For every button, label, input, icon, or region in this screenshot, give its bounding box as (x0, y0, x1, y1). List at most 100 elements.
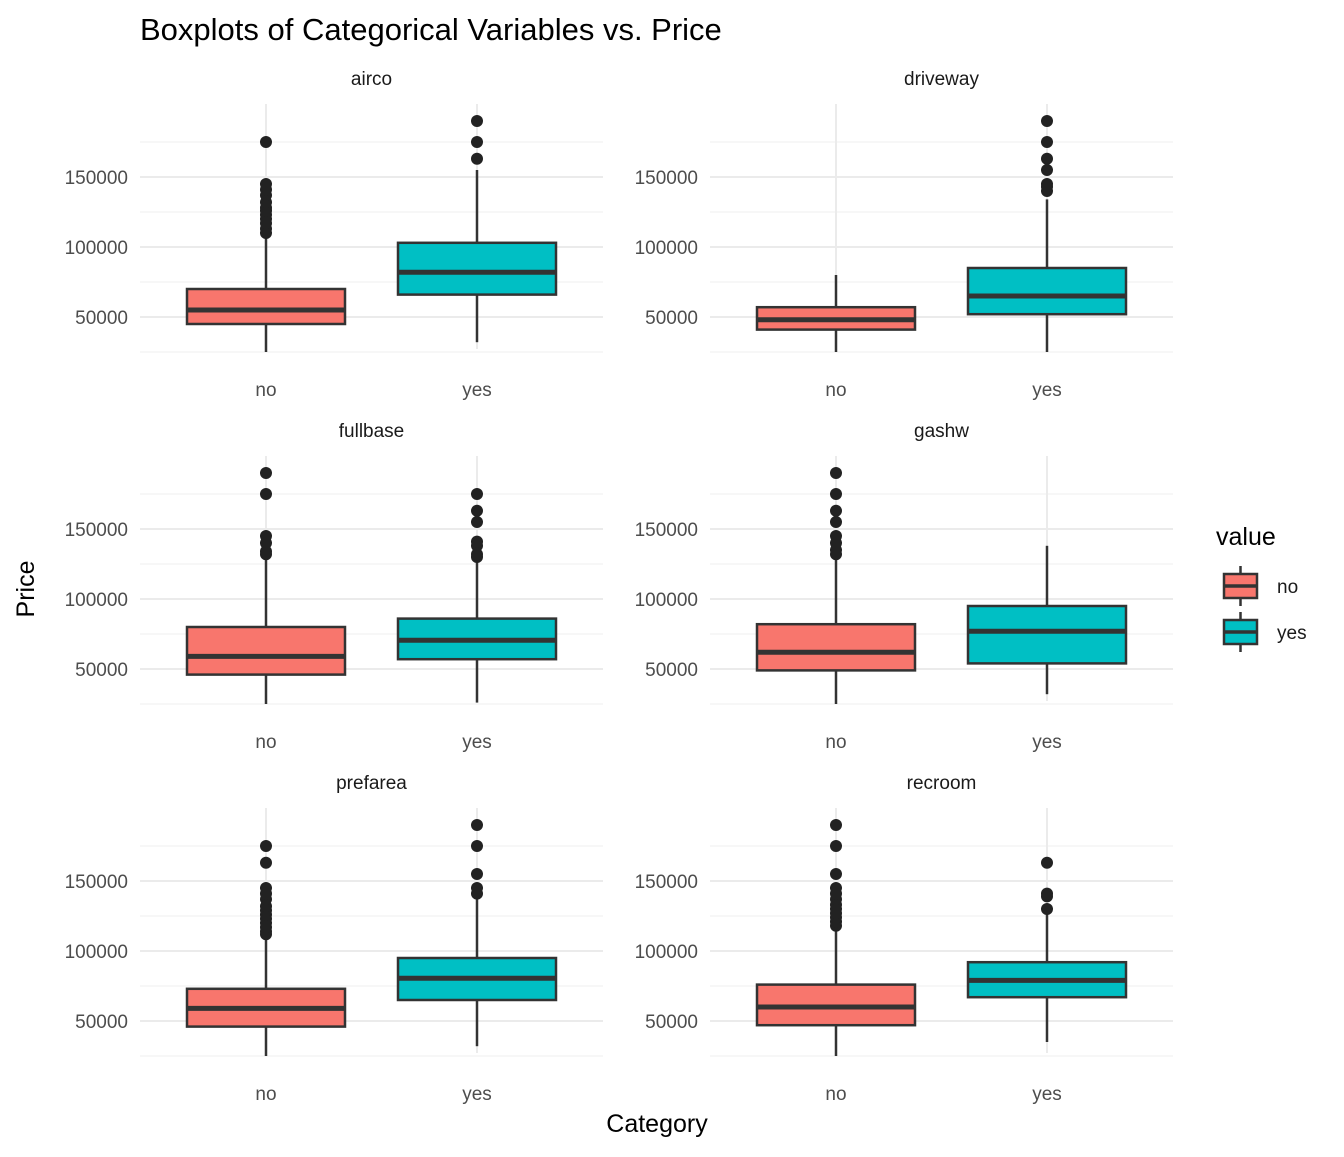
outlier-point (830, 516, 842, 528)
x-tick-label: yes (462, 380, 492, 401)
box-prefarea-no (185, 840, 347, 1056)
outlier-point (471, 840, 483, 852)
iqr-box (185, 287, 347, 326)
outlier-point (1041, 903, 1053, 915)
x-tick-label: yes (462, 1084, 492, 1105)
outlier-point (471, 115, 483, 127)
outlier-point (830, 819, 842, 831)
x-tick-label: no (825, 1084, 846, 1105)
y-tick-label: 100000 (635, 590, 698, 611)
strip-label-recroom: recroom (907, 773, 977, 794)
outlier-point (471, 136, 483, 148)
outlier-point (830, 882, 842, 894)
x-tick-label: no (825, 380, 846, 401)
outlier-point (830, 504, 842, 517)
outlier-point (471, 504, 483, 517)
outlier-point (260, 467, 272, 479)
box-recroom-yes (966, 856, 1128, 1042)
iqr-box (185, 625, 347, 676)
y-tick-label: 150000 (65, 168, 128, 189)
strip-label-airco: airco (351, 69, 392, 90)
y-axis-title: Price (12, 561, 40, 618)
legend-label: no (1277, 577, 1298, 598)
panel-fullbase: fullbase 50000 100000 150000 no yes (65, 421, 603, 753)
x-axis-title: Category (606, 1110, 708, 1138)
box-driveway-no (755, 275, 917, 352)
y-tick-label: 100000 (65, 238, 128, 259)
strip-label-prefarea: prefarea (336, 773, 407, 794)
y-tick-label: 50000 (645, 308, 698, 329)
outlier-point (471, 882, 483, 894)
iqr-box (396, 241, 558, 296)
outlier-point (1041, 856, 1053, 869)
outlier-point (471, 819, 483, 831)
y-tick-label: 50000 (645, 1012, 698, 1033)
outlier-point (260, 530, 272, 542)
x-tick-label: yes (1032, 732, 1062, 753)
outlier-point (830, 467, 842, 479)
legend-item-yes: yes (1222, 612, 1307, 652)
box-recroom-no (755, 819, 917, 1056)
outlier-point (1041, 887, 1053, 900)
y-tick-label: 100000 (635, 942, 698, 963)
outlier-point (830, 488, 842, 500)
y-tick-label: 150000 (65, 872, 128, 893)
legend: value no yes (1216, 523, 1307, 652)
y-tick-label: 150000 (635, 520, 698, 541)
panel-prefarea: prefarea 50000 100000 150000 no yes (65, 773, 603, 1105)
box-prefarea-yes (396, 819, 558, 1047)
outlier-point (830, 530, 842, 542)
chart-title: Boxplots of Categorical Variables vs. Pr… (140, 12, 722, 47)
x-tick-label: yes (462, 732, 492, 753)
box-driveway-yes (966, 115, 1128, 352)
strip-label-driveway: driveway (904, 69, 979, 90)
y-tick-label: 150000 (65, 520, 128, 541)
legend-item-no: no (1222, 566, 1298, 606)
iqr-box (966, 604, 1128, 665)
outlier-point (471, 868, 483, 880)
iqr-box (966, 266, 1128, 316)
y-tick-label: 150000 (635, 168, 698, 189)
y-tick-label: 100000 (65, 590, 128, 611)
box-gashw-no (755, 467, 917, 704)
y-tick-label: 150000 (635, 872, 698, 893)
y-tick-label: 100000 (635, 238, 698, 259)
outlier-point (1041, 115, 1053, 127)
outlier-point (260, 840, 272, 852)
outlier-point (830, 840, 842, 852)
outlier-point (471, 548, 483, 561)
x-tick-label: yes (1032, 380, 1062, 401)
legend-label: yes (1277, 623, 1307, 644)
outlier-point (260, 136, 272, 148)
y-tick-label: 100000 (65, 942, 128, 963)
outlier-point (471, 535, 483, 548)
y-tick-label: 50000 (75, 660, 128, 681)
box-fullbase-yes (396, 488, 558, 703)
y-tick-label: 50000 (645, 660, 698, 681)
iqr-box (755, 622, 917, 672)
box-airco-yes (396, 115, 558, 343)
outlier-point (260, 882, 272, 894)
outlier-point (260, 178, 272, 190)
x-tick-label: yes (1032, 1084, 1062, 1105)
outlier-point (1041, 178, 1053, 190)
outlier-point (260, 545, 272, 558)
y-tick-label: 50000 (75, 308, 128, 329)
outlier-point (1041, 136, 1053, 148)
outlier-point (471, 488, 483, 500)
y-tick-label: 50000 (75, 1012, 128, 1033)
facet-panels: airco 50000 100000 150000 no yes driveway 50000… (65, 69, 1173, 1105)
box-gashw-yes (966, 545, 1128, 695)
outlier-point (830, 868, 842, 880)
outlier-point (471, 516, 483, 528)
strip-label-fullbase: fullbase (339, 421, 405, 442)
outlier-point (260, 488, 272, 500)
x-tick-label: no (255, 1084, 276, 1105)
panel-gashw: gashw 50000 100000 150000 no yes (635, 421, 1173, 753)
x-tick-label: no (825, 732, 846, 753)
strip-label-gashw: gashw (914, 421, 969, 442)
outlier-point (471, 152, 483, 165)
panel-driveway: driveway 50000 100000 150000 no yes (635, 69, 1173, 401)
